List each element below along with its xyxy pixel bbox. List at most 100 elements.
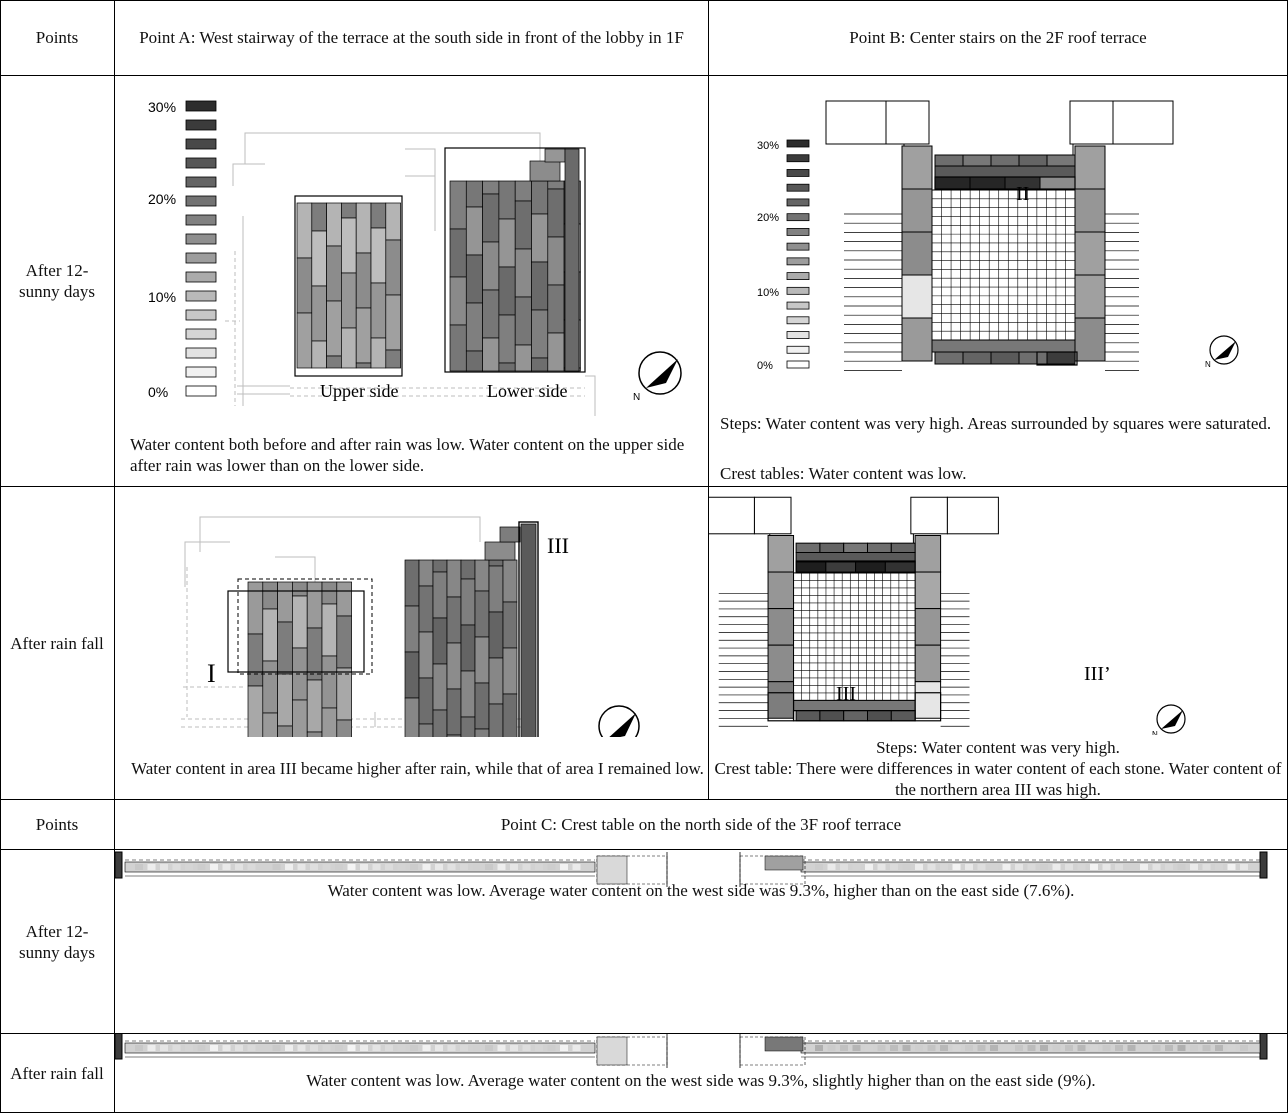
stone-sample [397, 864, 406, 870]
stone [277, 725, 293, 737]
stone-sample [1127, 864, 1136, 870]
table-border [0, 0, 1, 1113]
legend-swatch [185, 138, 217, 150]
step-stone [934, 176, 971, 190]
stone [370, 202, 387, 229]
stone [321, 655, 338, 709]
stone [465, 350, 483, 372]
area-i-label: I [207, 659, 216, 688]
point-c-rain-figure [115, 1034, 1268, 1068]
stone-sample [347, 1045, 356, 1051]
stone [502, 601, 518, 649]
legend-swatch [185, 176, 217, 188]
stone-sample [410, 1045, 418, 1051]
stone [488, 703, 504, 737]
stone [446, 642, 462, 690]
stone [341, 272, 357, 329]
point-a-sunny-figure: 30% 20% 10% 0% Upper side Lower side N [148, 99, 682, 416]
stone [432, 559, 448, 573]
stone-sample [572, 1045, 581, 1051]
stone-sample [310, 864, 318, 870]
stone-sample [272, 1045, 281, 1051]
stone-sample [435, 1045, 443, 1051]
crest-table [1112, 100, 1174, 145]
stone [418, 677, 434, 725]
stone [292, 699, 308, 737]
stone-sample [160, 1045, 168, 1051]
stone [488, 611, 504, 659]
stone [547, 284, 565, 334]
stone [262, 581, 278, 610]
stone [341, 202, 357, 219]
stone-sample [815, 864, 823, 870]
legend-tick: 10% [757, 287, 779, 299]
stone-sample [385, 1045, 393, 1051]
side-stone [914, 535, 942, 573]
stone [449, 228, 467, 278]
stone-sample [410, 864, 418, 870]
stone [296, 202, 313, 259]
step-grid [931, 189, 1076, 341]
side-stone [767, 681, 795, 719]
detail-stone [596, 1036, 628, 1066]
stone-sample [260, 864, 268, 870]
stone-sample [360, 864, 368, 870]
stone [531, 261, 549, 311]
stone-sample [360, 1045, 368, 1051]
legend-swatch [786, 331, 810, 339]
side-stone [767, 608, 795, 646]
stone-sample [1140, 864, 1148, 870]
stone-sample [547, 864, 556, 870]
stone-sample [952, 1045, 961, 1051]
point-a-rain-figure: I III N [181, 516, 640, 737]
stone-sample [372, 864, 381, 870]
stone [432, 663, 448, 711]
stone [311, 202, 327, 232]
stone-sample [890, 864, 898, 870]
stone [432, 617, 448, 665]
row-label-sunny: After 12-sunny days [18, 261, 96, 301]
stone [460, 578, 476, 626]
side-stone [914, 608, 942, 646]
stone [306, 679, 323, 733]
step-stone [931, 339, 1076, 353]
stone-sample [322, 1045, 331, 1051]
stone [499, 526, 521, 543]
step-stone [962, 351, 992, 365]
stone [514, 180, 532, 202]
area-ii-label: II [1016, 183, 1029, 205]
stone [484, 541, 516, 561]
stone [418, 631, 434, 679]
stone [474, 590, 490, 638]
legend-swatch [786, 139, 810, 148]
stone-sample [372, 1045, 381, 1051]
stone-sample [852, 864, 861, 870]
stone-sample [522, 864, 531, 870]
step-stone [884, 561, 916, 573]
stone [311, 285, 327, 342]
stone [306, 731, 323, 737]
side-stone [901, 274, 933, 319]
stone-sample [1027, 1045, 1036, 1051]
stone [564, 148, 580, 372]
stone [544, 148, 566, 163]
step-stone [819, 542, 845, 554]
stone [355, 202, 372, 254]
stone-sample [977, 864, 986, 870]
saturated-area [792, 710, 916, 722]
stone-sample [915, 1045, 923, 1051]
side-stone [914, 681, 942, 719]
stone-sample [940, 864, 948, 870]
stone-sample [1240, 1045, 1248, 1051]
row-divider [0, 486, 1288, 487]
stone [296, 257, 313, 314]
side-stone [914, 571, 942, 610]
stone-sample [1052, 864, 1061, 870]
legend-swatch [185, 119, 217, 131]
step-stone [795, 552, 916, 563]
point-a-sunny-caption: Water content both before and after rain… [130, 435, 685, 475]
stone-sample [815, 1045, 823, 1051]
area-iii-label: III [547, 533, 569, 558]
col-divider [114, 0, 115, 1113]
